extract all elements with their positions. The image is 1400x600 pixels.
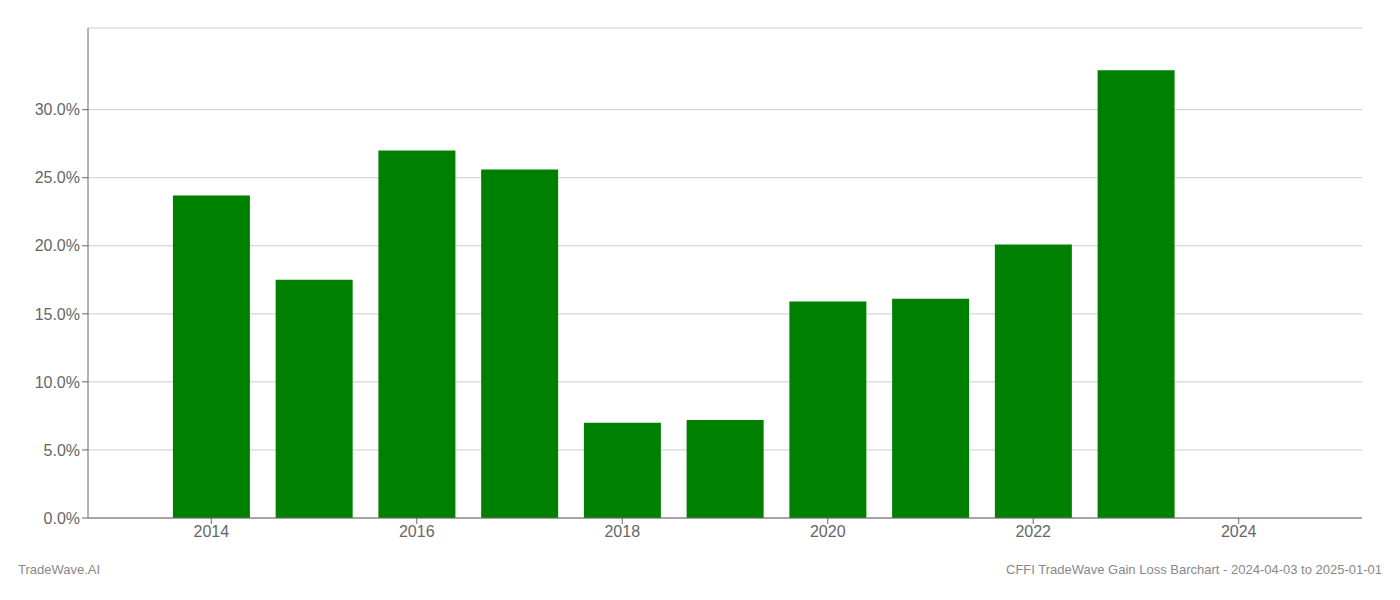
- svg-text:15.0%: 15.0%: [35, 306, 80, 323]
- html-text:TradeWave.AI: TradeWave.AI: [18, 562, 101, 577]
- svg-text:0.0%: 0.0%: [44, 510, 80, 527]
- svg-text:2024: 2024: [1221, 523, 1257, 540]
- svg-text:25.0%: 25.0%: [35, 169, 80, 186]
- svg-text:2014: 2014: [193, 523, 229, 540]
- svg-text:2020: 2020: [810, 523, 846, 540]
- svg-text:2018: 2018: [604, 523, 640, 540]
- svg-text:10.0%: 10.0%: [35, 374, 80, 391]
- svg-text:2016: 2016: [399, 523, 435, 540]
- svg-text:5.0%: 5.0%: [44, 442, 80, 459]
- html-text:CFFI TradeWave Gain Loss Barch: CFFI TradeWave Gain Loss Barchart - 2024…: [1006, 562, 1382, 577]
- svg-text:20.0%: 20.0%: [35, 237, 80, 254]
- svg-text:2022: 2022: [1015, 523, 1051, 540]
- svg-text:30.0%: 30.0%: [35, 101, 80, 118]
